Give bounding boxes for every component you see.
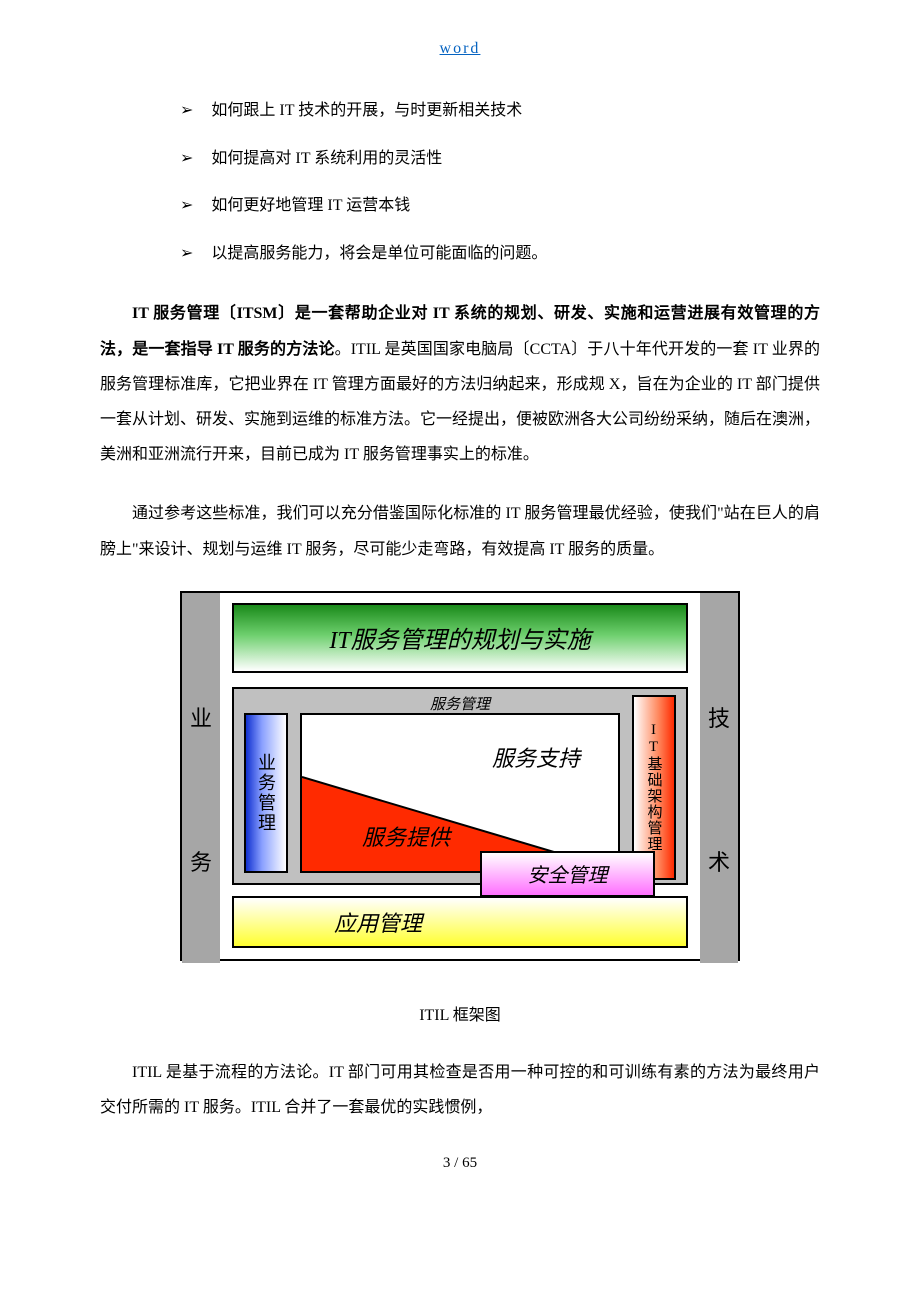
service-provide-label: 服务提供 <box>362 820 450 852</box>
right-pillar <box>700 593 738 963</box>
list-item: ➢ 如何提高对 IT 系统利用的灵活性 <box>180 146 820 172</box>
application-management-box: 应用管理 <box>232 896 688 948</box>
service-support-label: 服务支持 <box>492 741 580 773</box>
bullet-list: ➢ 如何跟上 IT 技术的开展，与时更新相关技术 ➢ 如何提高对 IT 系统利用… <box>180 98 820 266</box>
bullet-text: 以提高服务能力，将会是单位可能面临的问题。 <box>211 241 820 267</box>
para1-rest: 。ITIL 是英国国家电脑局〔CCTA〕于八十年代开发的一套 IT 业界的服务管… <box>100 341 820 464</box>
paragraph-itil-process: ITIL 是基于流程的方法论。IT 部门可用其检查是否用一种可控的和可训练有素的… <box>100 1055 820 1125</box>
left-label-bottom: 务 <box>190 845 212 877</box>
list-item: ➢ 以提高服务能力，将会是单位可能面临的问题。 <box>180 241 820 267</box>
header-link[interactable]: word <box>100 40 820 58</box>
business-management-box: 业务管理 <box>244 713 288 873</box>
chevron-right-icon: ➢ <box>180 241 193 267</box>
header-link-text: word <box>440 40 481 57</box>
page-number: 3 / 65 <box>100 1155 820 1172</box>
left-label-top: 业 <box>190 701 212 733</box>
right-label-bottom: 术 <box>708 845 730 877</box>
bullet-text: 如何提高对 IT 系统利用的灵活性 <box>211 146 820 172</box>
itil-diagram-wrapper: 业 务 技 术 IT服务管理的规划与实施 服务管理 业务管理 IT基础架构管理 … <box>100 591 820 961</box>
left-pillar <box>182 593 220 963</box>
bullet-text: 如何更好地管理 IT 运营本钱 <box>211 193 820 219</box>
security-management-box: 安全管理 <box>480 851 655 897</box>
diagram-caption: ITIL 框架图 <box>100 1001 820 1025</box>
infra-mgmt-text: IT基础架构管理 <box>644 722 665 852</box>
biz-mgmt-text: 业务管理 <box>253 753 279 833</box>
list-item: ➢ 如何更好地管理 IT 运营本钱 <box>180 193 820 219</box>
planning-box: IT服务管理的规划与实施 <box>232 603 688 673</box>
list-item: ➢ 如何跟上 IT 技术的开展，与时更新相关技术 <box>180 98 820 124</box>
paragraph-standards: 通过参考这些标准，我们可以充分借鉴国际化标准的 IT 服务管理最优经验，使我们"… <box>100 496 820 566</box>
chevron-right-icon: ➢ <box>180 193 193 219</box>
service-area: 服务支持 服务提供 <box>300 713 620 873</box>
service-management-label: 服务管理 <box>234 693 686 714</box>
right-label-top: 技 <box>708 701 730 733</box>
service-triangle <box>302 715 618 871</box>
chevron-right-icon: ➢ <box>180 146 193 172</box>
itil-diagram: 业 务 技 术 IT服务管理的规划与实施 服务管理 业务管理 IT基础架构管理 … <box>180 591 740 961</box>
paragraph-itsm: IT 服务管理〔ITSM〕是一套帮助企业对 IT 系统的规划、研发、实施和运营进… <box>100 296 820 472</box>
bullet-text: 如何跟上 IT 技术的开展，与时更新相关技术 <box>211 98 820 124</box>
chevron-right-icon: ➢ <box>180 98 193 124</box>
